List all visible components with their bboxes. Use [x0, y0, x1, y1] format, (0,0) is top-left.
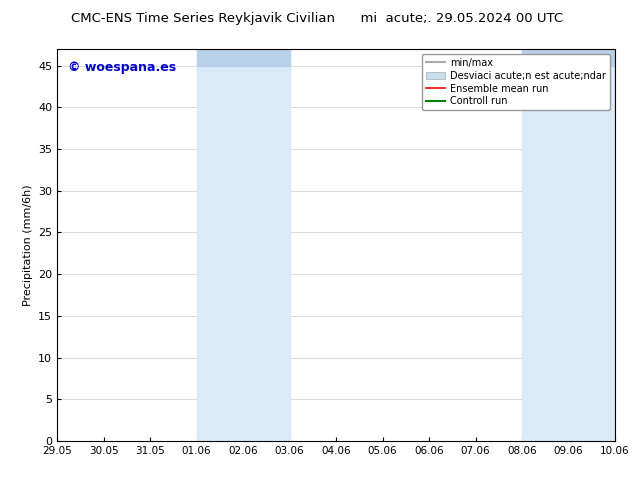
- Legend: min/max, Desviaci acute;n est acute;ndar, Ensemble mean run, Controll run: min/max, Desviaci acute;n est acute;ndar…: [422, 54, 610, 110]
- Bar: [522, 49, 615, 441]
- Bar: [197, 49, 290, 66]
- Text: © woespana.es: © woespana.es: [68, 61, 176, 74]
- Bar: [522, 49, 615, 66]
- Text: CMC-ENS Time Series Reykjavik Civilian      mi  acute;. 29.05.2024 00 UTC: CMC-ENS Time Series Reykjavik Civilian m…: [71, 12, 563, 25]
- Y-axis label: Precipitation (mm/6h): Precipitation (mm/6h): [23, 184, 32, 306]
- Bar: [197, 49, 290, 441]
